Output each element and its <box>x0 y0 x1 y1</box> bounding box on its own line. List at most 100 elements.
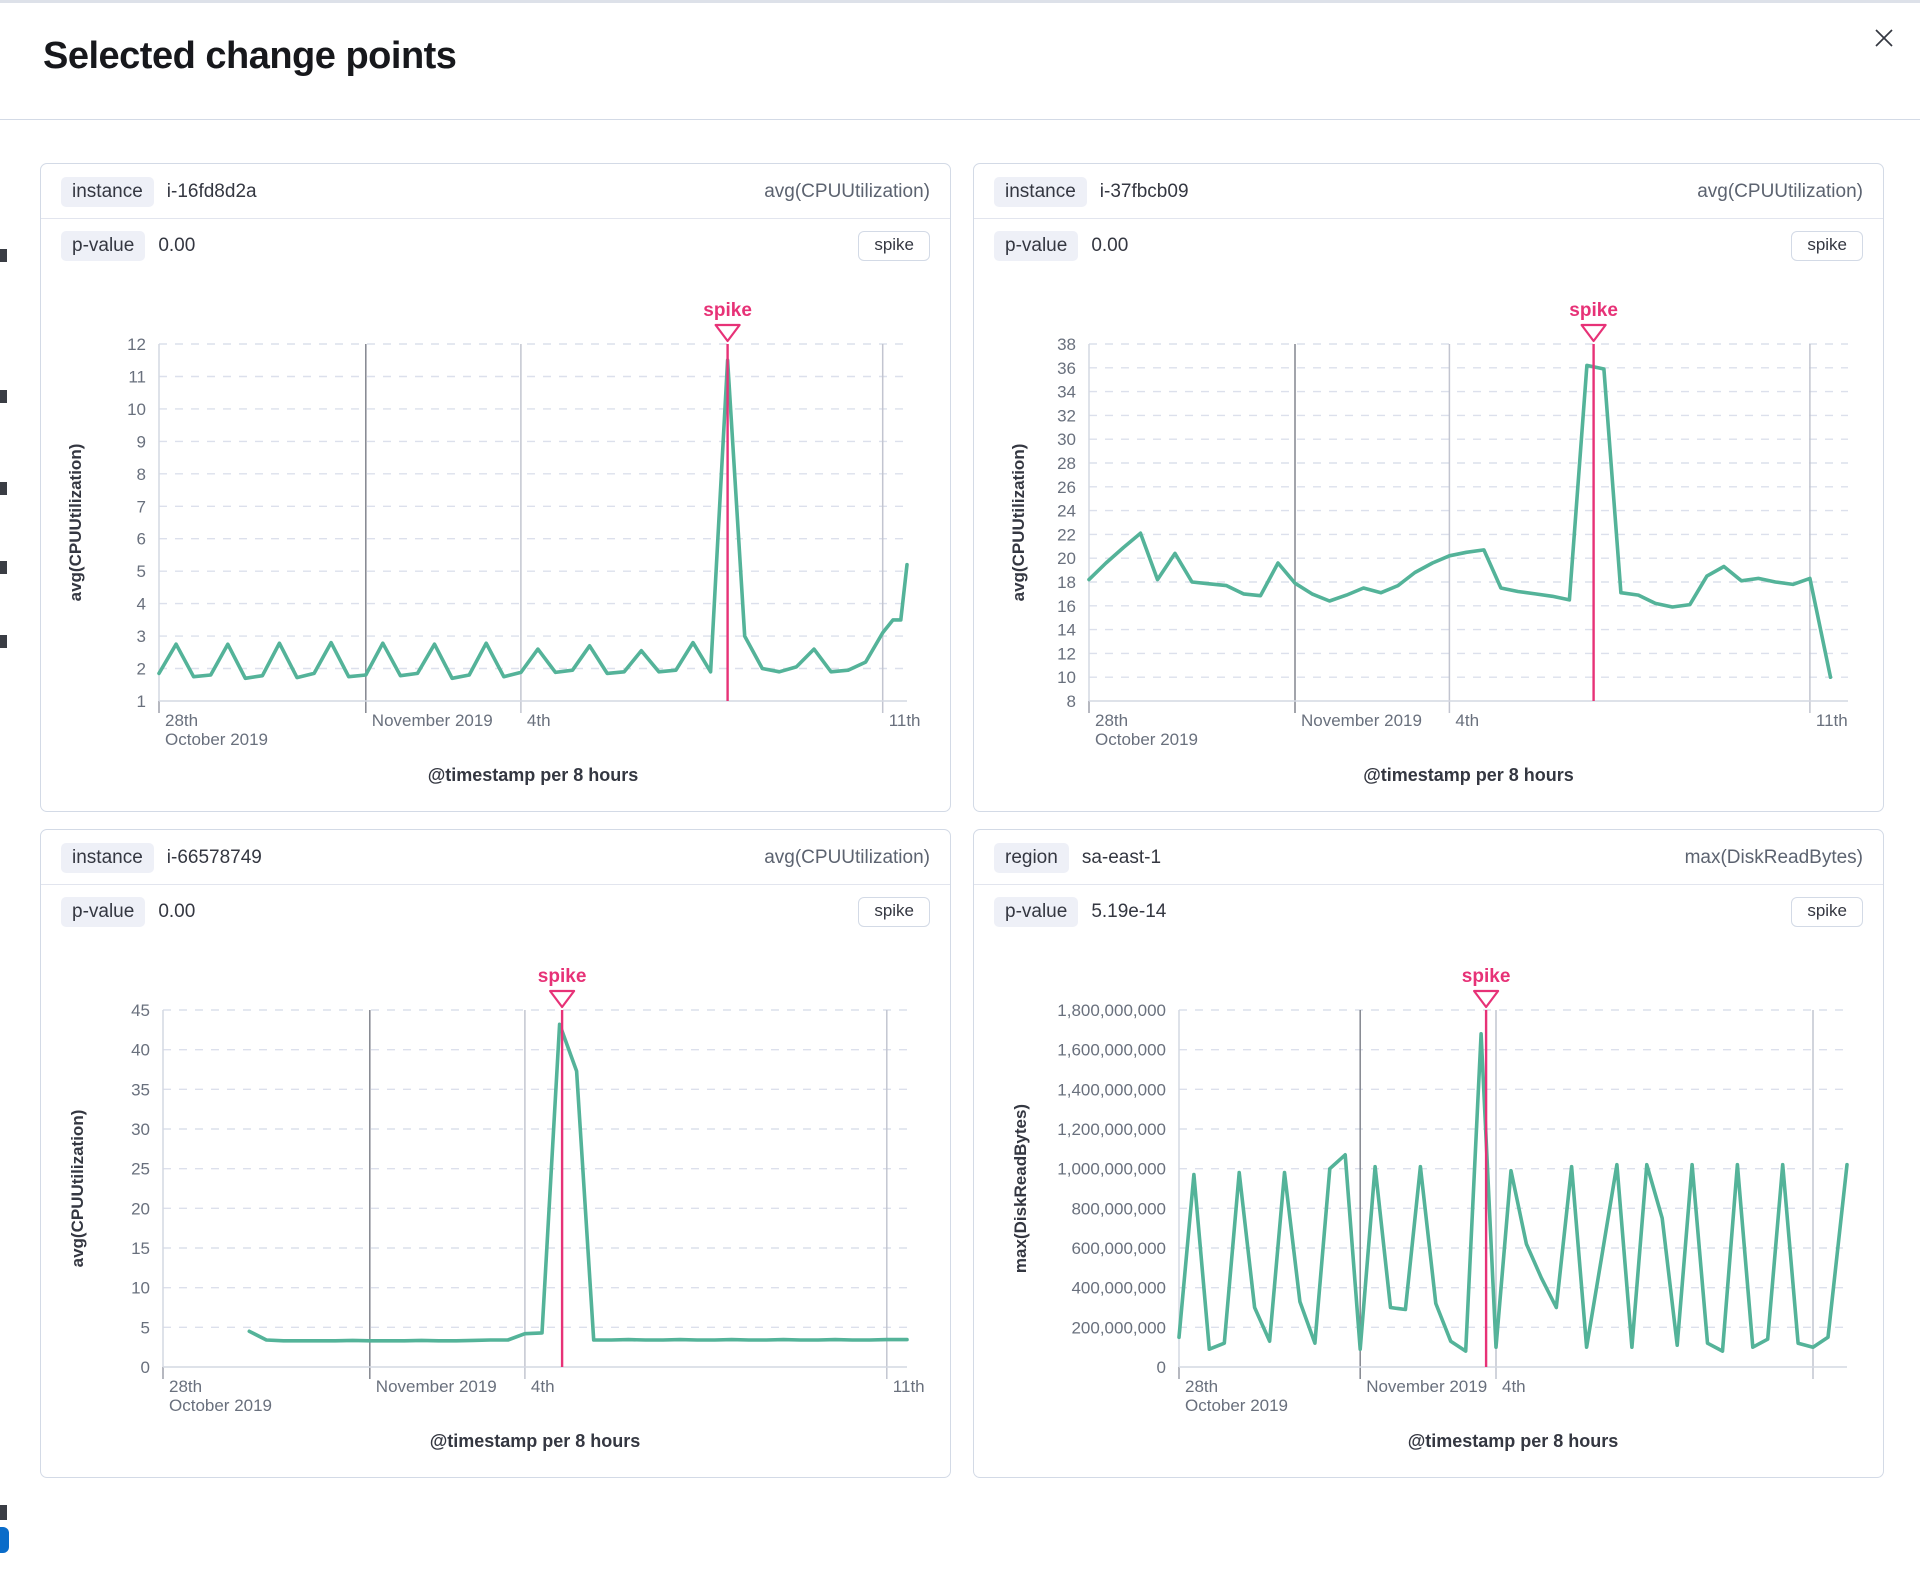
panel-header-row: instance i-66578749 avg(CPUUtilization) <box>41 830 950 885</box>
svg-text:22: 22 <box>1057 525 1076 544</box>
svg-text:12: 12 <box>1057 644 1076 663</box>
svg-text:11th: 11th <box>889 711 921 730</box>
svg-text:200,000,000: 200,000,000 <box>1071 1318 1166 1337</box>
background-page-fragment <box>0 482 7 495</box>
split-field-value: sa-east-1 <box>1081 847 1162 868</box>
split-field-value: i-66578749 <box>166 847 262 868</box>
close-button[interactable] <box>1866 21 1902 57</box>
svg-text:October 2019: October 2019 <box>169 1396 272 1415</box>
svg-text:November 2019: November 2019 <box>1301 711 1422 730</box>
svg-text:@timestamp per 8 hours: @timestamp per 8 hours <box>428 765 639 785</box>
split-field: instance i-66578749 <box>61 842 262 874</box>
split-field-badge: instance <box>61 842 154 874</box>
split-field-badge: instance <box>61 176 154 208</box>
svg-text:November 2019: November 2019 <box>1366 1377 1487 1396</box>
spike-type-button[interactable]: spike <box>1791 897 1863 927</box>
split-field-badge: instance <box>994 176 1087 208</box>
panel-pvalue-row: p-value 5.19e-14 spike <box>974 885 1883 939</box>
p-value-badge: p-value <box>61 896 146 928</box>
svg-text:30: 30 <box>1057 430 1076 449</box>
svg-text:35: 35 <box>131 1080 150 1099</box>
svg-text:400,000,000: 400,000,000 <box>1071 1279 1166 1298</box>
panel-header-row: instance i-37fbcb09 avg(CPUUtilization) <box>974 164 1883 219</box>
line-chart[interactable]: spike 38 36 34 32 30 28 26 24 22 20 18 16 14 12 10 8 28th… <box>994 294 1865 806</box>
svg-text:10: 10 <box>127 400 146 419</box>
change-point-chart[interactable]: spike 45 40 35 30 25 20 15 10 5 0 28th October 2019 N… <box>61 960 932 1472</box>
p-value-number: 0.00 <box>158 901 196 922</box>
background-page-fragment <box>0 1505 7 1520</box>
background-page-fragment <box>0 249 7 262</box>
svg-text:4th: 4th <box>1502 1377 1526 1396</box>
split-field-badge: region <box>994 842 1069 874</box>
svg-text:@timestamp per 8 hours: @timestamp per 8 hours <box>1408 1431 1619 1451</box>
svg-text:26: 26 <box>1057 478 1076 497</box>
svg-text:1: 1 <box>137 692 146 711</box>
svg-text:0: 0 <box>141 1358 150 1377</box>
svg-text:avg(CPUUtilization): avg(CPUUtilization) <box>68 1110 87 1268</box>
svg-text:5: 5 <box>137 562 146 581</box>
svg-text:38: 38 <box>1057 335 1076 354</box>
svg-text:28: 28 <box>1057 454 1076 473</box>
svg-text:10: 10 <box>131 1279 150 1298</box>
svg-text:1,000,000,000: 1,000,000,000 <box>1057 1160 1166 1179</box>
svg-text:12: 12 <box>127 335 146 354</box>
spike-type-button[interactable]: spike <box>1791 231 1863 261</box>
svg-text:28th: 28th <box>1095 711 1128 730</box>
svg-text:30: 30 <box>131 1120 150 1139</box>
svg-text:4: 4 <box>137 595 146 614</box>
line-chart[interactable]: spike 1,800,000,000 1,600,000,000 1,400,000… <box>994 960 1865 1472</box>
svg-text:1,800,000,000: 1,800,000,000 <box>1057 1001 1166 1020</box>
svg-text:16: 16 <box>1057 597 1076 616</box>
svg-text:spike: spike <box>703 300 752 321</box>
metric-function-label: max(DiskReadBytes) <box>1684 847 1863 868</box>
change-point-chart[interactable]: spike 38 36 34 32 30 28 26 24 22 20 18 16 14 12 10 8 28th… <box>994 294 1865 806</box>
svg-text:24: 24 <box>1057 502 1076 521</box>
svg-text:4th: 4th <box>531 1377 555 1396</box>
svg-text:5: 5 <box>141 1318 150 1337</box>
svg-text:3: 3 <box>137 627 146 646</box>
svg-text:@timestamp per 8 hours: @timestamp per 8 hours <box>1363 765 1574 785</box>
svg-text:November 2019: November 2019 <box>376 1377 497 1396</box>
svg-text:45: 45 <box>131 1001 150 1020</box>
change-point-chart[interactable]: spike 12 11 10 9 8 7 6 5 4 3 2 1 28th October 2019 Nove… <box>61 294 932 806</box>
svg-text:0: 0 <box>1157 1358 1166 1377</box>
background-page-fragment <box>0 1527 9 1553</box>
panel-pvalue-row: p-value 0.00 spike <box>41 219 950 273</box>
p-value-group: p-value 0.00 <box>61 230 195 262</box>
svg-text:8: 8 <box>1067 692 1076 711</box>
p-value-badge: p-value <box>994 230 1079 262</box>
svg-text:8: 8 <box>137 465 146 484</box>
svg-text:avg(CPUUtilization): avg(CPUUtilization) <box>1009 444 1028 602</box>
svg-text:@timestamp per 8 hours: @timestamp per 8 hours <box>430 1431 641 1451</box>
split-field: region sa-east-1 <box>994 842 1162 874</box>
svg-text:11: 11 <box>128 368 146 387</box>
svg-text:October 2019: October 2019 <box>165 730 268 749</box>
svg-text:1,400,000,000: 1,400,000,000 <box>1057 1080 1166 1099</box>
svg-text:6: 6 <box>137 530 146 549</box>
svg-text:40: 40 <box>131 1041 150 1060</box>
spike-type-button[interactable]: spike <box>858 231 930 261</box>
change-point-panel-sa-east-1: region sa-east-1 max(DiskReadBytes) p-va… <box>973 829 1884 1478</box>
svg-text:spike: spike <box>538 966 587 987</box>
svg-text:14: 14 <box>1057 621 1076 640</box>
svg-text:spike: spike <box>1569 300 1618 321</box>
svg-text:15: 15 <box>131 1239 150 1258</box>
p-value-group: p-value 0.00 <box>994 230 1128 262</box>
svg-text:11th: 11th <box>893 1377 925 1396</box>
change-point-panel-i-37fbcb09: instance i-37fbcb09 avg(CPUUtilization) … <box>973 163 1884 812</box>
p-value-group: p-value 5.19e-14 <box>994 896 1166 928</box>
svg-text:spike: spike <box>1462 966 1511 987</box>
svg-text:28th: 28th <box>165 711 198 730</box>
panel-header-row: region sa-east-1 max(DiskReadBytes) <box>974 830 1883 885</box>
spike-type-button[interactable]: spike <box>858 897 930 927</box>
modal-header: Selected change points <box>0 3 1920 120</box>
svg-text:4th: 4th <box>527 711 551 730</box>
svg-text:1,200,000,000: 1,200,000,000 <box>1057 1120 1166 1139</box>
svg-text:October 2019: October 2019 <box>1185 1396 1288 1415</box>
p-value-badge: p-value <box>61 230 146 262</box>
close-icon <box>1872 26 1896 53</box>
change-point-chart[interactable]: spike 1,800,000,000 1,600,000,000 1,400,000… <box>994 960 1865 1472</box>
svg-text:max(DiskReadBytes): max(DiskReadBytes) <box>1011 1104 1030 1273</box>
